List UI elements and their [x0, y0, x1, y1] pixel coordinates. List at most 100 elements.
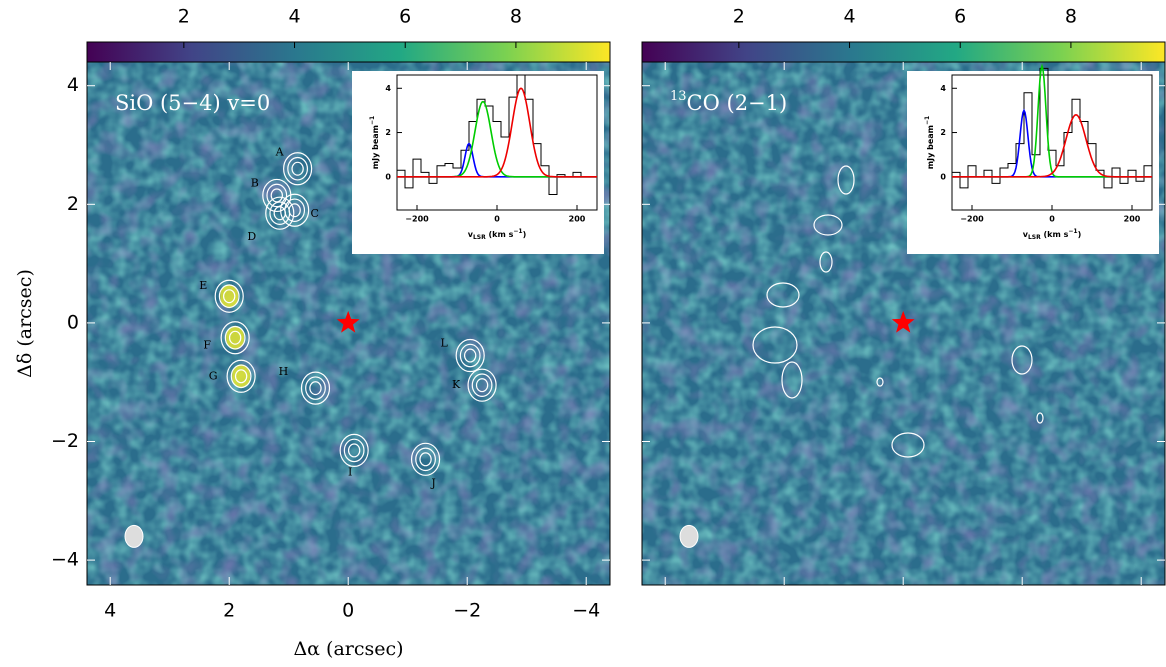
clump-contour: [475, 378, 489, 393]
inset-x-tick-label: 200: [1124, 215, 1141, 224]
clump-contour: [220, 321, 250, 355]
contour: [891, 432, 925, 458]
colorbar-tick-label: 2: [178, 6, 190, 28]
y-axis-label: Δδ (arcsec): [14, 269, 36, 378]
clump-contour: [291, 161, 304, 176]
y-tick-label: 4: [67, 74, 79, 96]
x-tick-label: 4: [104, 600, 116, 622]
clump-contour: [415, 447, 436, 472]
inset-x-label: vLSR (km s−1): [1023, 228, 1082, 241]
x-tick-label: −4: [572, 600, 600, 622]
inset-x-tick-label: 200: [569, 215, 586, 224]
clump-contour: [471, 373, 493, 397]
inset-x-label-part: v: [1023, 230, 1029, 239]
inset-x-label-part: (km s: [1041, 230, 1069, 239]
inset-x-label-part: ): [523, 230, 527, 239]
colorbar-tick-label: 6: [954, 6, 966, 28]
clump-contour: [339, 433, 369, 467]
colorbar-tick-label: 2: [733, 6, 745, 28]
contour: [813, 214, 843, 236]
clump-contour: [283, 152, 313, 186]
inset-y-label: mJy beam−1: [369, 116, 380, 169]
inset-background: [907, 71, 1159, 254]
clump-label: C: [310, 207, 318, 220]
clump-label: E: [199, 279, 207, 292]
inset-x-label-part: −1: [513, 228, 522, 235]
x-tick-label: −2: [453, 600, 481, 622]
y-tick-label: 0: [67, 311, 79, 333]
clump-contour: [269, 201, 291, 226]
colorbar-tick-label: 8: [510, 6, 522, 28]
clump-core: [220, 284, 239, 309]
clump-contour: [347, 443, 361, 458]
beam: [679, 524, 699, 548]
inset-y-label-sup: −1: [924, 116, 931, 125]
clump-contour: [214, 279, 244, 313]
clump-label: L: [441, 337, 449, 350]
inset-y-tick-label: 0: [940, 172, 946, 181]
clump-contour: [300, 371, 331, 405]
spectrum: [952, 67, 1152, 189]
clump-contour: [226, 359, 256, 393]
beam: [124, 524, 144, 548]
contour: [766, 282, 800, 308]
inset-y-tick-label: 0: [385, 172, 391, 181]
x-tick-label: 2: [223, 600, 235, 622]
clump-contour: [234, 369, 248, 384]
inset-y-tick-label: 4: [385, 84, 391, 93]
clump-contour: [463, 348, 477, 363]
contour: [1036, 412, 1044, 424]
inset-y-label-text: mJy beam: [926, 125, 935, 169]
inset-y-label: mJy beam−1: [924, 116, 935, 169]
contour: [1011, 345, 1033, 375]
clump-label: J: [430, 476, 435, 489]
x-axis-label: Δα (arcsec): [293, 638, 403, 660]
colorbar-tick-label: 6: [399, 6, 411, 28]
clump-contour: [305, 376, 326, 400]
clump-contour: [228, 330, 242, 345]
colorbar: [86, 41, 611, 63]
star-marker: [336, 310, 360, 333]
colorbar-tick-label: 8: [1065, 6, 1077, 28]
panel-label-text: CO (2−1): [687, 91, 788, 115]
clump-contour: [224, 325, 246, 350]
inset-x-label-part: −1: [1068, 228, 1077, 235]
y-tick-label: −4: [51, 549, 79, 571]
panel-label: SiO (5−4) v=0: [115, 91, 270, 115]
panel-label: 13CO (2−1): [670, 89, 787, 115]
clump-contour: [265, 196, 295, 230]
y-tick-label: 2: [67, 193, 79, 215]
clump-contour: [343, 438, 365, 463]
clump-core: [232, 364, 251, 389]
clump-contour: [218, 284, 240, 309]
inset-y-tick-label: 2: [385, 128, 391, 137]
colorbar: [641, 41, 1166, 63]
clump-contour: [230, 364, 252, 389]
inset-x-label: vLSR (km s−1): [468, 228, 527, 241]
contour: [837, 165, 855, 195]
inset-x-tick-label: 0: [1049, 215, 1055, 224]
clump-contour: [410, 442, 441, 476]
contour: [781, 361, 803, 399]
clump-label: I: [348, 465, 352, 478]
colorbar-tick-label: 4: [288, 6, 300, 28]
inset-y-label-text: mJy beam: [371, 125, 380, 169]
clump-label: H: [279, 365, 289, 378]
inset-x-label-part: LSR: [473, 234, 486, 241]
panel-label-sup: 13: [670, 89, 687, 104]
clump-contour: [459, 343, 481, 368]
clump-label: F: [203, 339, 211, 352]
clump-contour: [270, 188, 284, 203]
clump-label: A: [275, 146, 285, 159]
clump-contour: [467, 368, 497, 402]
clump-label: K: [452, 378, 461, 391]
clump-contour: [280, 193, 310, 227]
y-tick-label: −2: [51, 430, 79, 452]
inset-y-tick-label: 2: [940, 128, 946, 137]
gaussian-fit: [397, 87, 597, 178]
inset-x-label-part: (km s: [486, 230, 514, 239]
panel-label-text: SiO (5−4) v=0: [115, 91, 270, 115]
clump-contour: [309, 381, 322, 396]
